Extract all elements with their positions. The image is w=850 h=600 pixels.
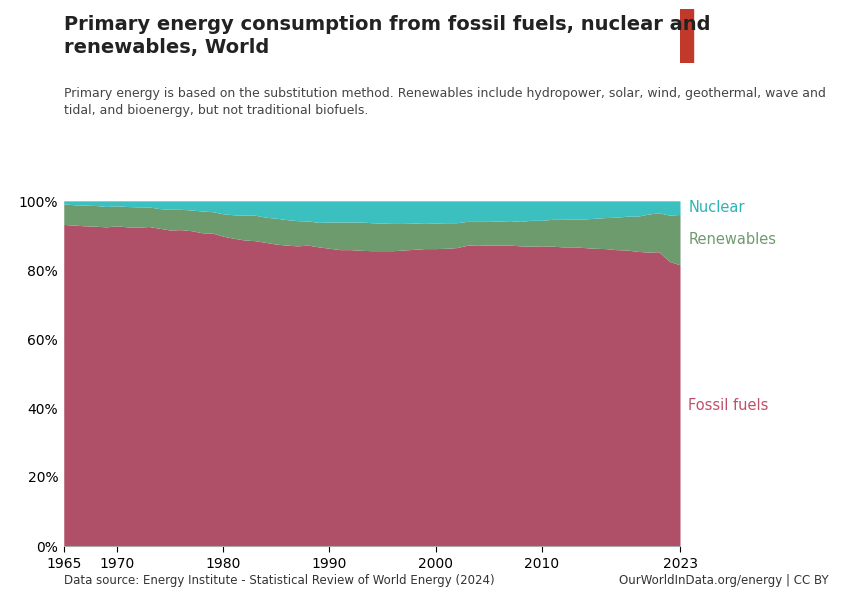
Text: Fossil fuels: Fossil fuels bbox=[688, 398, 769, 413]
Text: Primary energy consumption from fossil fuels, nuclear and
renewables, World: Primary energy consumption from fossil f… bbox=[64, 15, 711, 58]
Bar bbox=[680, 9, 693, 63]
Text: Our World: Our World bbox=[722, 22, 785, 32]
Text: in Data: in Data bbox=[731, 43, 776, 53]
Text: Data source: Energy Institute - Statistical Review of World Energy (2024): Data source: Energy Institute - Statisti… bbox=[64, 574, 495, 587]
Text: Nuclear: Nuclear bbox=[688, 200, 745, 215]
Text: Primary energy is based on the substitution method. Renewables include hydropowe: Primary energy is based on the substitut… bbox=[64, 87, 825, 117]
Text: OurWorldInData.org/energy | CC BY: OurWorldInData.org/energy | CC BY bbox=[619, 574, 829, 587]
Text: Renewables: Renewables bbox=[688, 232, 777, 247]
